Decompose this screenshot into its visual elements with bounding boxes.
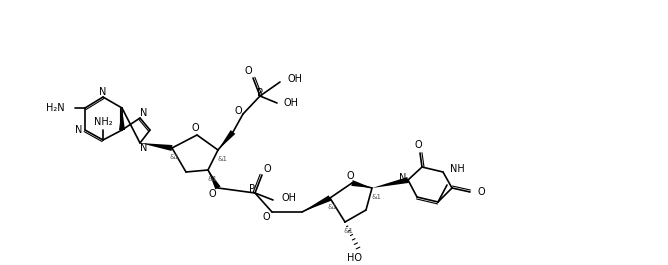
Text: O: O bbox=[262, 212, 270, 222]
Text: &1: &1 bbox=[217, 156, 227, 162]
Text: &1: &1 bbox=[207, 176, 217, 182]
Text: H₂N: H₂N bbox=[46, 103, 65, 113]
Text: N: N bbox=[140, 108, 148, 118]
Polygon shape bbox=[351, 180, 372, 188]
Text: OH: OH bbox=[287, 74, 302, 84]
Text: HO: HO bbox=[347, 253, 363, 263]
Text: &1: &1 bbox=[170, 154, 180, 160]
Text: O: O bbox=[346, 171, 354, 181]
Text: O: O bbox=[234, 106, 242, 116]
Text: &1: &1 bbox=[343, 228, 353, 234]
Text: P: P bbox=[249, 184, 255, 194]
Text: N: N bbox=[140, 143, 148, 153]
Text: N: N bbox=[75, 125, 83, 135]
Text: O: O bbox=[208, 189, 216, 199]
Text: OH: OH bbox=[281, 193, 296, 203]
Text: OH: OH bbox=[284, 98, 299, 108]
Text: N: N bbox=[100, 87, 107, 97]
Text: O: O bbox=[191, 123, 199, 133]
Polygon shape bbox=[218, 130, 235, 150]
Text: O: O bbox=[263, 164, 271, 174]
Polygon shape bbox=[140, 143, 172, 151]
Polygon shape bbox=[372, 177, 409, 188]
Polygon shape bbox=[302, 195, 331, 212]
Text: &1: &1 bbox=[328, 204, 338, 210]
Text: P: P bbox=[257, 88, 263, 98]
Text: N: N bbox=[399, 173, 407, 183]
Text: &1: &1 bbox=[371, 194, 381, 200]
Text: O: O bbox=[478, 187, 486, 197]
Text: O: O bbox=[414, 140, 422, 150]
Polygon shape bbox=[119, 108, 125, 130]
Text: NH: NH bbox=[450, 164, 465, 174]
Text: NH₂: NH₂ bbox=[94, 117, 112, 127]
Text: O: O bbox=[244, 66, 252, 76]
Polygon shape bbox=[208, 170, 220, 189]
